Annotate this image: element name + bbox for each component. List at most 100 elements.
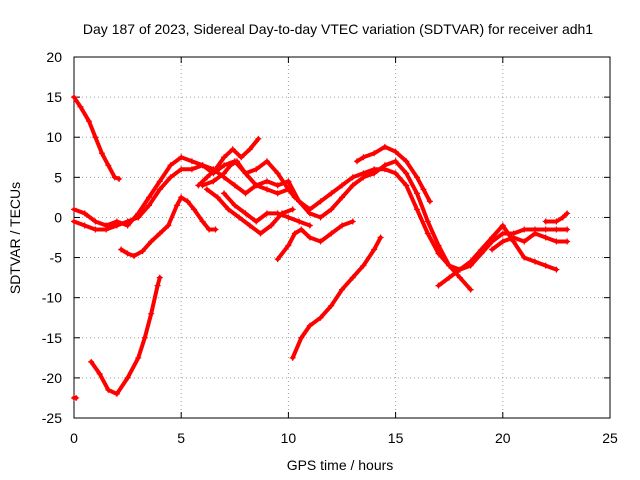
y-tick-label: -15 — [42, 330, 62, 346]
data-point — [542, 234, 549, 241]
data-point — [531, 258, 538, 265]
x-tick-label: 25 — [602, 430, 618, 446]
data-point — [71, 94, 77, 101]
y-tick-label: 10 — [46, 129, 62, 145]
data-point — [317, 198, 324, 205]
data-point — [392, 170, 399, 177]
data-point — [285, 178, 292, 185]
data-point — [499, 238, 506, 245]
data-point — [231, 182, 238, 189]
data-point — [414, 190, 421, 197]
data-point — [377, 234, 384, 241]
data-point — [559, 214, 566, 221]
data-point — [371, 170, 378, 177]
series-trace — [72, 95, 121, 181]
data-point — [165, 222, 172, 229]
data-point — [81, 210, 88, 217]
data-point — [103, 226, 110, 233]
data-point — [478, 246, 485, 253]
data-point — [212, 226, 219, 233]
data-point — [531, 230, 538, 237]
chart-title: Day 187 of 2023, Sidereal Day-to-day VTE… — [83, 21, 593, 37]
data-point — [456, 266, 463, 273]
data-point — [360, 154, 367, 161]
y-tick-label: 20 — [46, 49, 62, 65]
data-point — [263, 210, 270, 217]
data-point — [298, 334, 305, 341]
data-point — [92, 134, 99, 141]
series-s8 — [221, 190, 313, 229]
data-point — [328, 190, 335, 197]
data-point — [191, 206, 198, 213]
data-point — [225, 206, 232, 213]
data-point — [221, 162, 228, 169]
data-point — [296, 198, 303, 205]
y-tick-label: -5 — [50, 250, 63, 266]
data-point — [154, 282, 161, 289]
data-point — [146, 194, 153, 201]
y-tick-label: -10 — [42, 290, 62, 306]
data-point — [111, 174, 118, 181]
data-layer — [71, 94, 571, 401]
data-point — [339, 194, 345, 201]
series-trace — [72, 159, 473, 292]
series-s2 — [71, 154, 571, 273]
data-point — [339, 182, 345, 189]
data-point — [521, 238, 528, 245]
data-point — [317, 238, 324, 245]
data-point — [289, 354, 296, 361]
data-point — [231, 202, 238, 209]
data-point — [274, 190, 281, 197]
data-point — [317, 314, 324, 321]
data-point — [253, 182, 260, 189]
data-point — [553, 238, 560, 245]
data-point — [446, 262, 453, 269]
data-point — [92, 226, 99, 233]
data-point — [96, 370, 103, 377]
data-point — [242, 190, 249, 197]
data-point — [306, 322, 313, 329]
data-point — [285, 186, 292, 193]
data-point — [291, 230, 298, 237]
data-point — [268, 222, 275, 229]
data-point — [156, 230, 163, 237]
series-trace — [119, 195, 218, 258]
series-trace — [490, 231, 570, 252]
data-point — [381, 143, 388, 150]
series-trace — [436, 223, 559, 288]
data-point — [414, 206, 421, 213]
series-s15 — [71, 394, 80, 401]
data-point — [156, 186, 163, 193]
data-point — [467, 258, 474, 265]
data-point — [135, 214, 142, 221]
data-point — [296, 218, 303, 225]
data-point — [489, 246, 496, 253]
data-point — [167, 162, 174, 169]
data-point — [253, 218, 260, 225]
data-point — [156, 274, 163, 281]
data-point — [167, 174, 174, 181]
data-point — [221, 170, 228, 177]
series-s1 — [71, 94, 123, 182]
data-point — [510, 234, 517, 241]
data-point — [253, 166, 260, 173]
data-point — [139, 248, 146, 255]
data-point — [446, 274, 453, 281]
data-point — [141, 334, 148, 341]
data-point — [263, 178, 270, 185]
data-point — [420, 186, 427, 193]
data-point — [156, 178, 163, 185]
data-point — [221, 190, 228, 197]
data-point — [381, 162, 388, 169]
series-s11 — [354, 143, 433, 205]
data-point — [289, 206, 296, 213]
data-point — [238, 154, 245, 161]
series-s10 — [289, 234, 384, 361]
series-s4 — [118, 194, 219, 259]
data-point — [564, 238, 571, 245]
data-point — [328, 230, 335, 237]
data-point — [135, 354, 142, 361]
data-point — [371, 150, 378, 157]
data-point — [403, 170, 410, 177]
data-point — [178, 194, 185, 201]
